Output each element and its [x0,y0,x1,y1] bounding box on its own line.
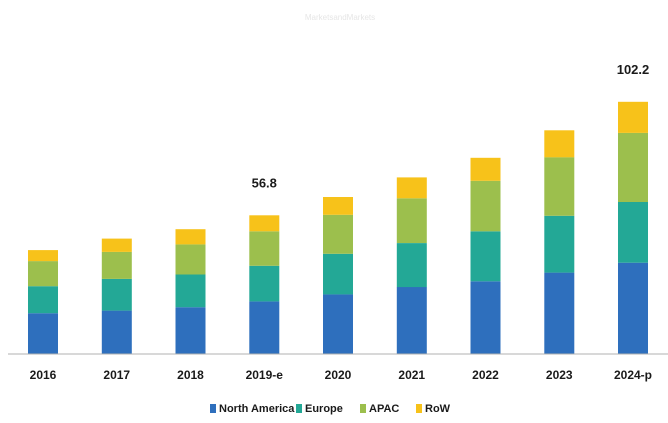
bar-segment-apac-2022 [470,180,501,232]
bar-segment-row-2018 [175,229,206,245]
bar-segment-north-america-2024-p [618,262,648,354]
bar-segment-europe-2018 [175,274,206,308]
bar-segment-apac-2018 [175,244,206,275]
bar-segment-apac-2020 [323,214,353,254]
data-labels: 56.8 102.2 [252,62,650,191]
bar-segment-north-america-2020 [323,294,353,354]
bar-segment-row-2019-e [249,215,280,232]
bar-segment-north-america-2017 [101,310,132,354]
data-label: 102.2 [617,62,650,77]
bar-segment-apac-2023 [544,157,575,216]
bar-segment-row-2016 [28,250,58,262]
legend-label: North America [219,403,295,415]
bar-segment-apac-2024-p [618,132,648,202]
x-tick-label: 2017 [103,368,130,382]
legend-label: Europe [305,403,343,415]
bar-segment-north-america-2019-e [249,301,280,354]
bar-segment-apac-2017 [101,251,132,279]
bar-segment-north-america-2016 [28,313,58,354]
legend-label: RoW [425,403,451,415]
bar-segment-row-2017 [101,238,132,252]
x-tick-label: 2016 [30,368,57,382]
x-tick-label: 2019-e [246,368,284,382]
legend-label: APAC [369,403,399,415]
bar-segment-row-2022 [470,157,501,181]
x-tick-label: 2020 [325,368,352,382]
x-tick-label: 2023 [546,368,573,382]
bar-segment-europe-2019-e [249,265,280,302]
legend-swatch-apac [360,404,366,413]
bar-segment-north-america-2021 [396,287,427,354]
x-tick-label: 2018 [177,368,204,382]
bar-segment-europe-2021 [396,243,427,288]
x-tick-label: 2024-p [614,368,652,382]
data-label: 56.8 [252,175,277,190]
bar-segment-row-2020 [323,197,353,215]
bars-group [28,101,648,354]
bar-segment-europe-2016 [28,286,58,314]
watermark-text: MarketsandMarkets [305,13,375,22]
legend-swatch-north-america [210,404,216,413]
bar-segment-north-america-2022 [470,281,501,354]
bar-segment-north-america-2023 [544,272,575,354]
bar-segment-europe-2023 [544,215,575,273]
bar-segment-europe-2022 [470,231,501,282]
bar-segment-row-2024-p [618,101,648,133]
x-tick-labels: 2016 2017 2018 2019-e 2020 2021 2022 2023 2024-p [30,368,652,382]
bar-segment-row-2021 [396,177,427,199]
bar-segment-north-america-2018 [175,307,206,354]
legend-swatch-row [416,404,422,413]
x-tick-label: 2022 [472,368,499,382]
x-tick-label: 2021 [398,368,425,382]
bar-segment-apac-2016 [28,261,58,287]
bar-segment-europe-2020 [323,253,353,295]
bar-segment-europe-2017 [101,278,132,311]
bar-segment-row-2023 [544,130,575,158]
bar-segment-europe-2024-p [618,202,648,263]
legend-swatch-europe [296,404,302,413]
legend: North America Europe APAC RoW [210,403,451,415]
bar-segment-apac-2021 [396,198,427,243]
bar-segment-apac-2019-e [249,231,280,266]
